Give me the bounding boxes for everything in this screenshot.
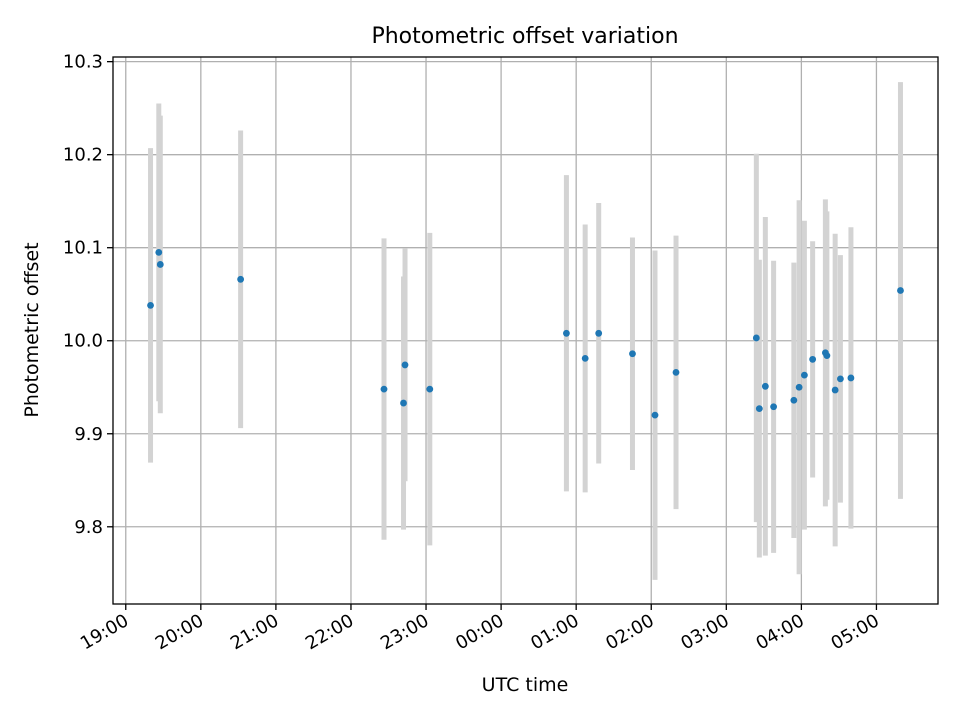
data-point — [847, 374, 855, 382]
data-point — [426, 385, 434, 393]
data-point — [155, 248, 163, 256]
data-point — [752, 334, 760, 342]
x-tick-label: 21:00 — [227, 610, 282, 654]
data-point — [563, 329, 570, 337]
y-tick-label: 10.0 — [63, 331, 103, 352]
data-point — [795, 383, 803, 391]
x-tick-label: 01:00 — [527, 610, 582, 654]
x-tick-label: 23:00 — [377, 610, 432, 654]
data-point — [401, 361, 409, 369]
y-axis-ticks: 9.8 9.9 10.0 10.1 10.2 10.3 — [63, 52, 113, 538]
y-tick-label: 10.2 — [63, 145, 103, 166]
data-point — [761, 382, 769, 390]
x-tick-label: 05:00 — [828, 610, 883, 654]
x-tick-label: 04:00 — [752, 610, 807, 654]
data-point — [581, 355, 589, 362]
data-point — [837, 375, 844, 383]
data-point — [897, 287, 904, 294]
x-tick-label: 22:00 — [302, 610, 357, 654]
data-point — [755, 405, 763, 413]
data-point — [651, 411, 659, 419]
data-point — [156, 261, 164, 268]
data-point — [823, 352, 831, 360]
y-tick-label: 10.3 — [63, 52, 103, 73]
data-point — [809, 355, 817, 363]
x-tick-label: 03:00 — [677, 610, 732, 654]
data-point — [790, 396, 798, 404]
x-tick-label: 19:00 — [77, 610, 132, 654]
data-point — [237, 275, 245, 283]
y-tick-label: 9.9 — [74, 424, 103, 445]
plot-frame — [112, 56, 939, 605]
y-axis-label: Photometric offset — [21, 242, 43, 417]
y-tick-label: 10.1 — [63, 238, 103, 259]
point-layer — [147, 248, 904, 419]
data-point — [147, 301, 154, 309]
y-tick-label: 9.8 — [74, 517, 103, 538]
x-tick-label: 20:00 — [152, 610, 207, 654]
chart-title: Photometric offset variation — [371, 24, 678, 49]
data-point — [770, 403, 778, 411]
data-point — [629, 350, 636, 358]
x-tick-label: 00:00 — [452, 610, 507, 654]
data-point — [400, 399, 407, 407]
errorbar-layer — [148, 82, 903, 580]
data-point — [831, 386, 839, 394]
x-axis-label: UTC time — [482, 674, 569, 696]
data-point — [672, 368, 680, 376]
x-tick-label: 02:00 — [602, 610, 657, 654]
data-point — [595, 329, 603, 337]
data-point — [800, 371, 808, 379]
data-point — [380, 385, 388, 393]
x-axis-ticks: 19:00 20:00 21:00 22:00 23:00 00:00 01:00 02:00… — [77, 604, 883, 654]
